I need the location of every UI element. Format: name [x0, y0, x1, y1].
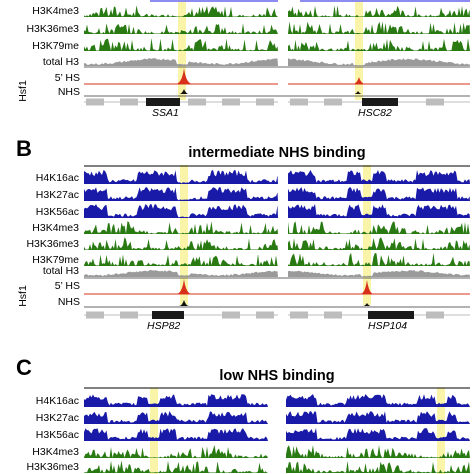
nhs-peak-hsp104: [363, 303, 371, 306]
trackC-0-1: [286, 394, 470, 407]
annot-a-left-gene-box: [146, 98, 180, 106]
annot-a-right-block: [324, 98, 342, 106]
annot-a-left-block: [222, 98, 240, 106]
trackC-1-1: [286, 411, 470, 424]
hsf1-label-a: Hsf1: [17, 80, 29, 102]
trackA-1-1: [288, 21, 470, 34]
gene-label-hsp82: HSP82: [147, 320, 181, 332]
hs-peak-hsp82: [176, 279, 192, 294]
trackB-2-1: [288, 204, 470, 218]
trackB-6-1: [288, 270, 470, 277]
panel-letter-c: C: [16, 355, 32, 380]
trackB-5-1: [288, 252, 470, 266]
highlight-stripe-2: [180, 165, 188, 305]
nhs-label-a: NHS: [57, 86, 80, 98]
track-label-b-6: total H3: [42, 265, 79, 277]
hs-label-a: 5’ HS: [54, 72, 80, 84]
annot-a-right-block: [290, 98, 308, 106]
trackA-2-1: [288, 38, 470, 51]
trackB-5-0: [84, 253, 278, 266]
trackA-1-0: [84, 23, 278, 34]
annot-a-left-block: [120, 98, 138, 106]
trackB-3-1: [288, 221, 470, 234]
trackA-3-1: [288, 58, 470, 66]
top-bar-left: [150, 0, 278, 2]
track-label-b-5: H3K79me: [32, 254, 79, 266]
track-label-b-2: H3K56ac: [35, 206, 79, 218]
panel-title-c: low NHS binding: [219, 368, 335, 384]
trackC-0-0: [84, 394, 268, 407]
trackA-2-0: [84, 38, 278, 51]
trackC-1-0: [84, 411, 268, 424]
annot-b-left-block: [256, 311, 274, 319]
highlight-stripe-3: [363, 165, 371, 305]
hsf1-label-b: Hsf1: [17, 285, 29, 307]
highlight-stripe-4: [150, 388, 158, 474]
annot-b-right-gene-box: [368, 311, 414, 319]
trackC-3-0: [84, 445, 268, 458]
annot-b-right-block: [324, 311, 342, 319]
track-label-a-2: H3K79me: [32, 40, 79, 52]
track-label-b-1: H3K27ac: [35, 189, 79, 201]
hs-label-b: 5’ HS: [54, 280, 80, 292]
hs-peak-hsp104: [360, 280, 374, 294]
track-label-b-3: H3K4me3: [32, 222, 79, 234]
nhs-peak-ssa1: [179, 89, 189, 94]
track-label-a-0: H3K4me3: [32, 5, 79, 17]
hs-peak-hsc82: [352, 77, 366, 84]
track-label-a-1: H3K36me3: [26, 23, 79, 35]
annot-a-right-gene-box: [362, 98, 398, 106]
trackA-0-0: [84, 5, 278, 17]
trackB-0-1: [288, 170, 470, 184]
trackC-3-1: [286, 445, 470, 458]
panel-title-b: intermediate NHS binding: [188, 145, 366, 161]
track-label-b-4: H3K36me3: [26, 238, 79, 250]
gene-label-hsc82: HSC82: [358, 107, 392, 119]
trackB-1-1: [288, 187, 470, 201]
trackC-4-0: [84, 460, 268, 473]
highlight-stripe-5: [437, 388, 445, 474]
trackC-2-0: [84, 428, 268, 441]
trackA-0-1: [288, 5, 470, 17]
hs-peak-ssa1: [175, 68, 193, 84]
trackC-4-1: [286, 460, 470, 473]
panel-letter-b: B: [16, 136, 32, 161]
top-bar-right: [300, 0, 470, 2]
track-label-c-2: H3K56ac: [35, 429, 79, 441]
nhs-peak-hsp82: [179, 300, 189, 306]
nhs-peak-hsc82: [354, 91, 362, 94]
annot-b-left-block: [86, 311, 104, 319]
trackA-3-0: [84, 58, 278, 66]
trackB-2-0: [84, 204, 278, 218]
annot-b-left-block: [222, 311, 240, 319]
trackB-4-0: [84, 237, 278, 250]
nhs-label-b: NHS: [57, 296, 80, 308]
highlight-stripe-0: [178, 0, 186, 100]
track-label-c-1: H3K27ac: [35, 412, 79, 424]
gene-label-ssa1: SSA1: [152, 107, 179, 119]
track-label-a-3: total H3: [42, 56, 79, 68]
annot-a-left-block: [256, 98, 274, 106]
track-label-c-4: H3K36me3: [26, 461, 79, 473]
annot-b-left-block: [120, 311, 138, 319]
annot-b-right-block: [290, 311, 308, 319]
track-label-c-3: H3K4me3: [32, 446, 79, 458]
trackB-0-0: [84, 170, 278, 184]
trackC-2-1: [286, 428, 470, 441]
annot-a-left-block: [188, 98, 206, 106]
trackB-1-0: [84, 187, 278, 201]
track-label-b-0: H4K16ac: [35, 172, 79, 184]
annot-b-right-block: [426, 311, 444, 319]
trackB-3-0: [84, 221, 278, 234]
gene-label-hsp104: HSP104: [368, 320, 408, 332]
annot-a-left-block: [86, 98, 104, 106]
annot-b-left-gene-box: [152, 311, 184, 319]
track-label-c-0: H4K16ac: [35, 395, 79, 407]
trackB-6-0: [84, 270, 278, 277]
trackB-4-1: [288, 237, 470, 250]
annot-a-right-block: [426, 98, 444, 106]
